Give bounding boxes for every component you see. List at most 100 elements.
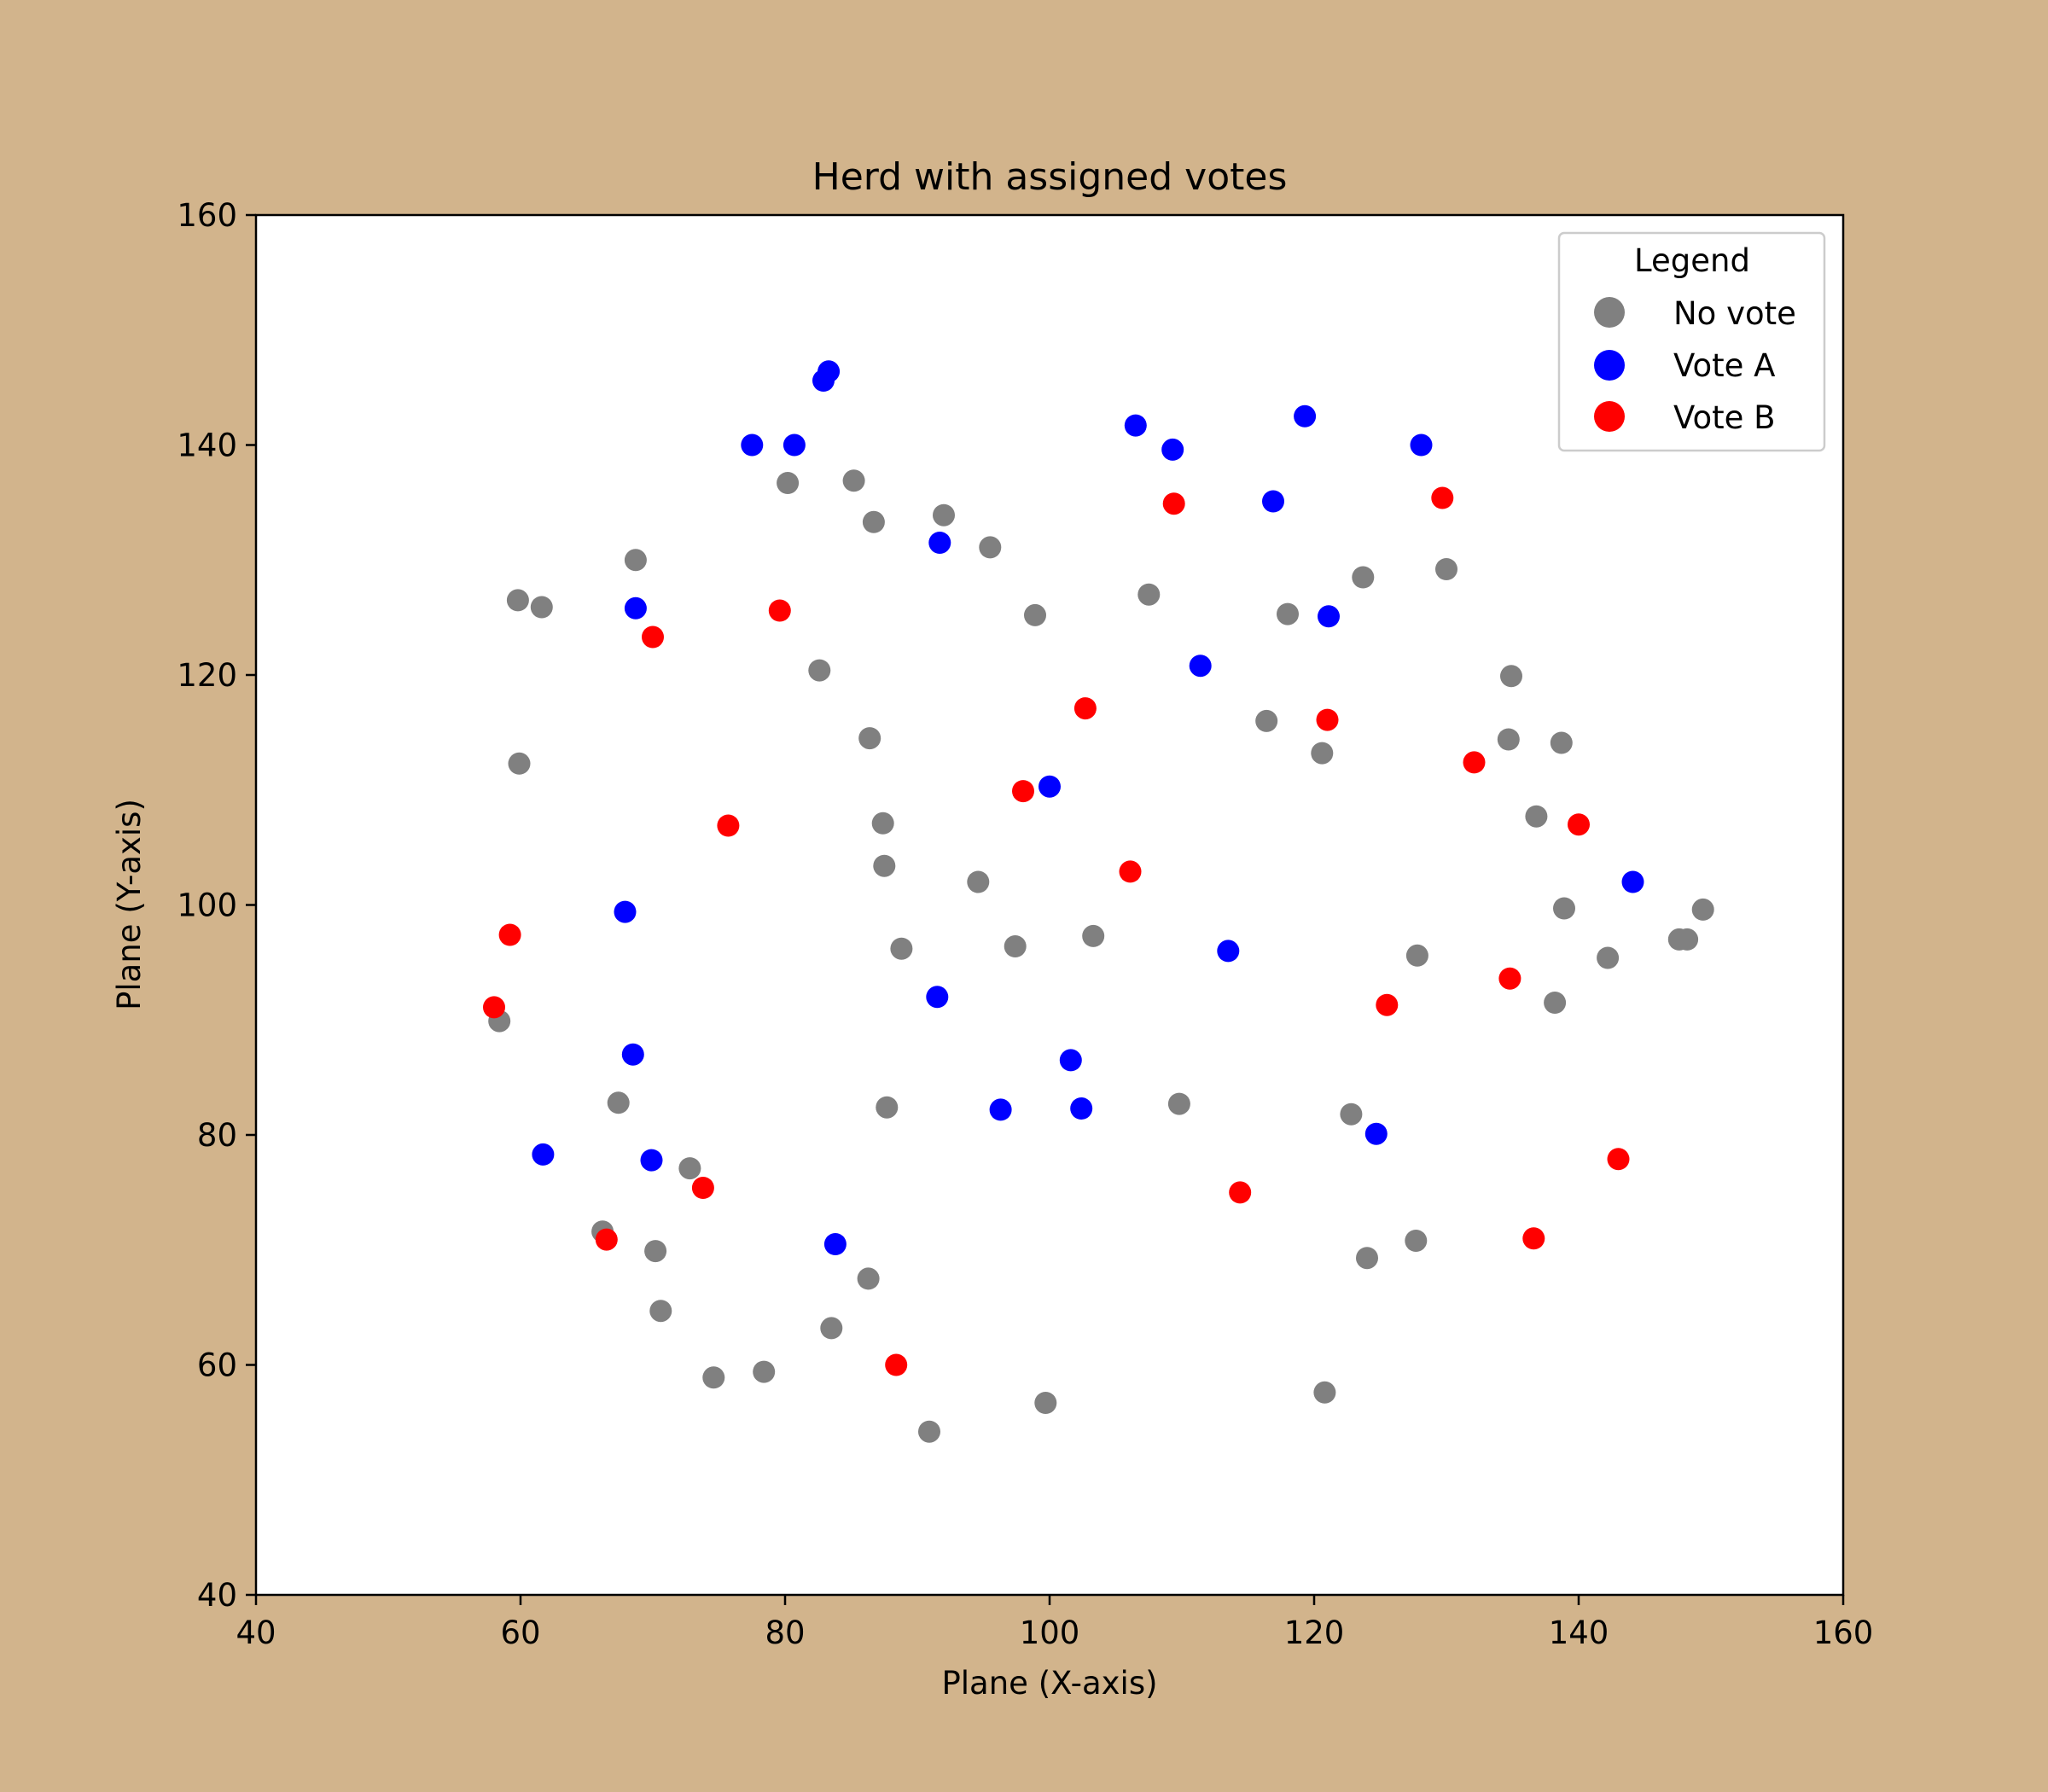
point-vote-b <box>1119 860 1142 883</box>
point-vote-b <box>595 1228 618 1251</box>
point-vote-a <box>621 1043 644 1066</box>
point-vote-a <box>1621 870 1644 893</box>
point-vote-b <box>1607 1148 1630 1171</box>
point-vote-b <box>691 1177 714 1199</box>
legend-box <box>1557 231 1826 452</box>
point-vote-b <box>1522 1227 1545 1250</box>
point-no-vote <box>1024 603 1046 626</box>
point-no-vote <box>753 1360 776 1383</box>
point-no-vote <box>871 812 894 835</box>
point-vote-a <box>1124 414 1147 437</box>
point-no-vote <box>1550 731 1573 754</box>
legend-label-vote-a: Vote A <box>1673 347 1775 384</box>
point-vote-a <box>1364 1122 1388 1145</box>
legend: Legend No vote Vote A Vote B <box>1557 231 1826 452</box>
point-no-vote <box>1340 1103 1363 1126</box>
point-no-vote <box>678 1157 701 1180</box>
point-vote-b <box>1162 492 1185 515</box>
point-no-vote <box>876 1096 899 1119</box>
point-no-vote <box>644 1240 667 1263</box>
point-vote-a <box>783 433 806 457</box>
point-vote-b <box>717 814 740 837</box>
legend-marker-no-vote <box>1594 297 1625 328</box>
point-vote-a <box>624 596 647 620</box>
point-vote-a <box>1189 655 1212 678</box>
point-vote-a <box>1161 438 1184 461</box>
point-vote-a <box>614 900 637 923</box>
y-axis-ticks: 40 60 80 100 120 140 160 <box>177 197 256 1614</box>
y-tick-label: 40 <box>197 1577 237 1614</box>
point-no-vote <box>1544 992 1567 1014</box>
point-no-vote <box>808 659 831 682</box>
legend-title: Legend <box>1634 242 1750 279</box>
point-vote-b <box>1376 993 1399 1016</box>
point-no-vote <box>1004 935 1027 957</box>
point-no-vote <box>862 510 885 533</box>
point-no-vote <box>1500 665 1522 688</box>
point-vote-b <box>768 599 791 622</box>
points-layer <box>483 360 1714 1443</box>
point-vote-a <box>1059 1049 1082 1072</box>
x-tick-label: 60 <box>500 1615 540 1651</box>
point-vote-a <box>928 532 951 554</box>
point-vote-b <box>1316 708 1339 731</box>
point-no-vote <box>1167 1092 1190 1115</box>
point-no-vote <box>1597 946 1620 969</box>
point-no-vote <box>777 472 800 494</box>
point-no-vote <box>967 870 990 893</box>
point-vote-a <box>989 1098 1012 1121</box>
point-vote-b <box>642 625 664 649</box>
point-no-vote <box>1313 1381 1336 1404</box>
legend-marker-vote-b <box>1594 401 1625 432</box>
legend-label-no-vote: No vote <box>1673 295 1796 332</box>
point-no-vote <box>1435 558 1457 580</box>
point-vote-b <box>1463 751 1486 774</box>
x-axis-label: Plane (X-axis) <box>941 1665 1157 1702</box>
x-tick-label: 140 <box>1549 1615 1609 1651</box>
point-vote-b <box>885 1353 908 1376</box>
point-no-vote <box>933 503 955 527</box>
point-vote-a <box>823 1233 847 1255</box>
y-axis-label: Plane (Y-axis) <box>111 799 148 1010</box>
point-vote-a <box>1262 490 1284 513</box>
point-no-vote <box>1553 897 1575 920</box>
point-vote-b <box>1229 1181 1252 1204</box>
y-tick-label: 160 <box>177 197 237 234</box>
point-no-vote <box>858 727 881 750</box>
point-no-vote <box>890 937 913 960</box>
point-no-vote <box>1525 805 1548 828</box>
point-vote-b <box>483 996 505 1019</box>
point-no-vote <box>873 854 896 877</box>
point-no-vote <box>1082 924 1105 947</box>
point-vote-a <box>1070 1097 1093 1120</box>
point-vote-a <box>1410 433 1433 457</box>
legend-marker-vote-a <box>1594 350 1625 381</box>
point-no-vote <box>1352 566 1375 589</box>
point-vote-a <box>741 433 764 457</box>
point-no-vote <box>506 589 529 612</box>
y-tick-label: 80 <box>197 1117 237 1154</box>
point-no-vote <box>918 1420 940 1443</box>
x-tick-label: 100 <box>1020 1615 1080 1651</box>
point-no-vote <box>1405 944 1428 967</box>
chart-title: Herd with assigned votes <box>812 155 1288 199</box>
point-no-vote <box>1034 1392 1057 1414</box>
y-tick-label: 60 <box>197 1347 237 1384</box>
point-no-vote <box>857 1267 880 1290</box>
point-no-vote <box>1311 742 1334 765</box>
point-vote-b <box>1431 486 1454 509</box>
point-vote-a <box>640 1149 663 1172</box>
point-no-vote <box>979 536 1002 559</box>
point-vote-b <box>1012 780 1034 803</box>
point-no-vote <box>649 1300 672 1323</box>
point-vote-b <box>498 923 521 946</box>
point-vote-a <box>1217 940 1240 963</box>
point-vote-b <box>1568 813 1590 836</box>
x-tick-label: 160 <box>1813 1615 1874 1651</box>
point-no-vote <box>842 469 865 492</box>
x-tick-label: 80 <box>765 1615 805 1651</box>
point-vote-b <box>1073 697 1097 720</box>
point-no-vote <box>1497 728 1520 751</box>
point-vote-a <box>1318 605 1340 628</box>
